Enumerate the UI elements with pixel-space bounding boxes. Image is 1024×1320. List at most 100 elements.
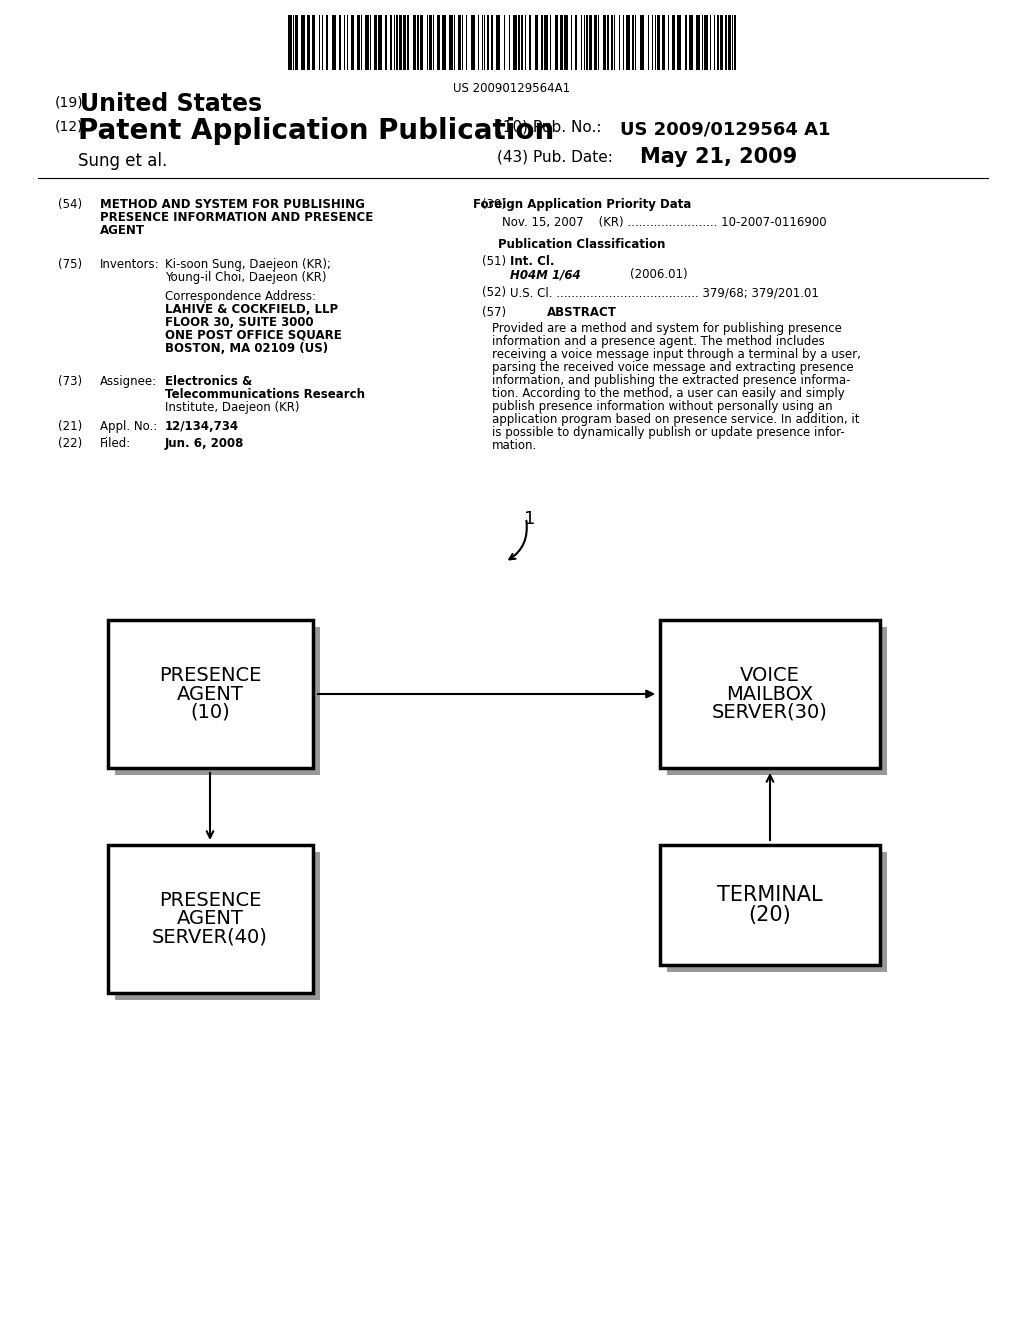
Text: Int. Cl.: Int. Cl.: [510, 255, 555, 268]
Bar: [490, 15, 494, 70]
Text: SERVER(40): SERVER(40): [152, 928, 268, 946]
Text: (10): (10): [190, 702, 229, 722]
Bar: [677, 15, 681, 70]
Text: Correspondence Address:: Correspondence Address:: [165, 290, 316, 304]
Bar: [667, 851, 887, 972]
Bar: [344, 15, 345, 70]
Bar: [378, 15, 382, 70]
Text: Young-il Choi, Daejeon (KR): Young-il Choi, Daejeon (KR): [165, 271, 327, 284]
Bar: [582, 15, 583, 70]
Bar: [696, 15, 700, 70]
Bar: [564, 15, 568, 70]
Text: Ki-soon Sung, Daejeon (KR);: Ki-soon Sung, Daejeon (KR);: [165, 257, 331, 271]
Bar: [427, 15, 428, 70]
Text: Jun. 6, 2008: Jun. 6, 2008: [165, 437, 245, 450]
Bar: [399, 15, 401, 70]
Bar: [288, 15, 292, 70]
Bar: [108, 845, 313, 993]
Bar: [471, 15, 475, 70]
Text: 1: 1: [524, 510, 536, 528]
Text: mation.: mation.: [492, 440, 538, 451]
Text: (12): (12): [55, 120, 84, 135]
Bar: [728, 15, 730, 70]
Bar: [560, 15, 563, 70]
Text: parsing the received voice message and extracting presence: parsing the received voice message and e…: [492, 360, 854, 374]
Bar: [462, 15, 463, 70]
Text: LAHIVE & COCKFIELD, LLP: LAHIVE & COCKFIELD, LLP: [165, 304, 338, 315]
Bar: [720, 15, 723, 70]
Text: (30): (30): [482, 198, 506, 211]
Text: US 20090129564A1: US 20090129564A1: [454, 82, 570, 95]
Text: (2006.01): (2006.01): [630, 268, 688, 281]
Bar: [589, 15, 592, 70]
Bar: [611, 15, 612, 70]
Text: BOSTON, MA 02109 (US): BOSTON, MA 02109 (US): [165, 342, 328, 355]
Text: Filed:: Filed:: [100, 437, 131, 450]
Bar: [603, 15, 606, 70]
Text: Sung et al.: Sung et al.: [78, 152, 167, 170]
Text: is possible to dynamically publish or update presence infor-: is possible to dynamically publish or up…: [492, 426, 845, 440]
Text: AGENT: AGENT: [176, 909, 244, 928]
Text: AGENT: AGENT: [176, 685, 244, 704]
Bar: [433, 15, 434, 70]
Bar: [326, 15, 329, 70]
Text: publish presence information without personally using an: publish presence information without per…: [492, 400, 833, 413]
Text: (54): (54): [58, 198, 82, 211]
Bar: [437, 15, 439, 70]
Bar: [307, 15, 310, 70]
Text: Nov. 15, 2007    (KR) ........................ 10-2007-0116900: Nov. 15, 2007 (KR) .....................…: [502, 216, 826, 228]
Bar: [442, 15, 446, 70]
Bar: [115, 851, 319, 1001]
Bar: [718, 15, 719, 70]
Bar: [481, 15, 483, 70]
Bar: [688, 15, 692, 70]
Bar: [672, 15, 676, 70]
Bar: [496, 15, 500, 70]
Text: (22): (22): [58, 437, 82, 450]
Text: Assignee:: Assignee:: [100, 375, 157, 388]
Text: Foreign Application Priority Data: Foreign Application Priority Data: [473, 198, 691, 211]
Bar: [466, 15, 467, 70]
Bar: [115, 627, 319, 775]
Bar: [732, 15, 733, 70]
Bar: [365, 15, 369, 70]
Bar: [407, 15, 410, 70]
Bar: [332, 15, 336, 70]
Text: PRESENCE: PRESENCE: [159, 891, 261, 911]
Bar: [584, 15, 585, 70]
Bar: [296, 15, 298, 70]
Text: tion. According to the method, a user can easily and simply: tion. According to the method, a user ca…: [492, 387, 845, 400]
Bar: [449, 15, 453, 70]
Text: MAILBOX: MAILBOX: [726, 685, 813, 704]
Bar: [660, 845, 880, 965]
Text: Publication Classification: Publication Classification: [499, 238, 666, 251]
Bar: [660, 620, 880, 768]
Text: information and a presence agent. The method includes: information and a presence agent. The me…: [492, 335, 824, 348]
Bar: [429, 15, 432, 70]
Bar: [714, 15, 715, 70]
Bar: [667, 627, 887, 775]
Text: PRESENCE: PRESENCE: [159, 667, 261, 685]
Bar: [574, 15, 578, 70]
Bar: [420, 15, 423, 70]
Text: Patent Application Publication: Patent Application Publication: [78, 117, 554, 145]
Bar: [322, 15, 323, 70]
Text: H04M 1/64: H04M 1/64: [510, 268, 581, 281]
Bar: [657, 15, 659, 70]
Bar: [346, 15, 348, 70]
Text: US 2009/0129564 A1: US 2009/0129564 A1: [620, 120, 830, 139]
Text: (43) Pub. Date:: (43) Pub. Date:: [497, 150, 613, 165]
Bar: [301, 15, 304, 70]
Text: (52): (52): [482, 286, 506, 300]
Text: Provided are a method and system for publishing presence: Provided are a method and system for pub…: [492, 322, 842, 335]
Text: Telecommunications Research: Telecommunications Research: [165, 388, 365, 401]
Text: TERMINAL: TERMINAL: [717, 886, 823, 906]
Bar: [454, 15, 456, 70]
Bar: [361, 15, 362, 70]
Bar: [536, 15, 538, 70]
Bar: [402, 15, 406, 70]
Bar: [541, 15, 543, 70]
Bar: [623, 15, 625, 70]
Bar: [370, 15, 372, 70]
Bar: [394, 15, 395, 70]
